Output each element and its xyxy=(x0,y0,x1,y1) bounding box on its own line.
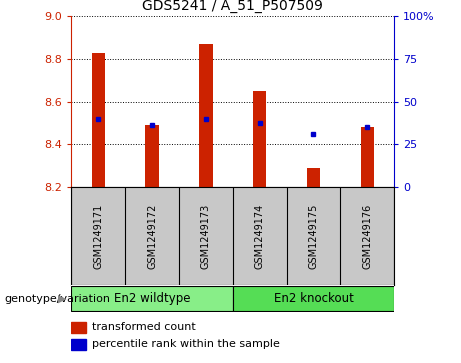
Text: En2 knockout: En2 knockout xyxy=(273,292,354,305)
Bar xyxy=(199,44,213,187)
Bar xyxy=(71,339,86,350)
Bar xyxy=(92,53,105,187)
Text: ▶: ▶ xyxy=(58,294,66,303)
Text: GSM1249172: GSM1249172 xyxy=(147,203,157,269)
Text: GSM1249174: GSM1249174 xyxy=(254,203,265,269)
Text: En2 wildtype: En2 wildtype xyxy=(114,292,190,305)
Text: GSM1249175: GSM1249175 xyxy=(308,203,319,269)
Title: GDS5241 / A_51_P507509: GDS5241 / A_51_P507509 xyxy=(142,0,323,13)
Text: percentile rank within the sample: percentile rank within the sample xyxy=(92,339,280,349)
Text: transformed count: transformed count xyxy=(92,322,196,333)
Bar xyxy=(361,127,374,187)
Bar xyxy=(253,91,266,187)
Text: GSM1249173: GSM1249173 xyxy=(201,203,211,269)
Bar xyxy=(307,168,320,187)
Text: genotype/variation: genotype/variation xyxy=(5,294,111,303)
Bar xyxy=(233,286,394,311)
Text: GSM1249171: GSM1249171 xyxy=(93,203,103,269)
Bar xyxy=(71,286,233,311)
Text: GSM1249176: GSM1249176 xyxy=(362,203,372,269)
Bar xyxy=(71,322,86,333)
Bar xyxy=(145,125,159,187)
